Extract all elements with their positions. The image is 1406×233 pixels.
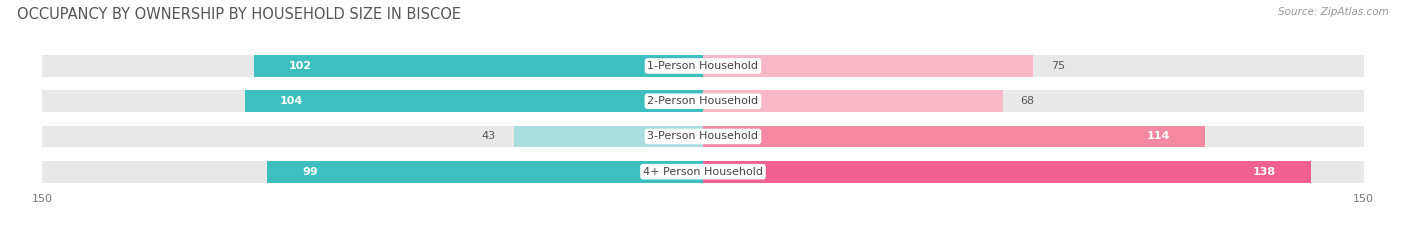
Bar — [703, 55, 1364, 77]
Text: 114: 114 — [1147, 131, 1170, 141]
Text: 138: 138 — [1253, 167, 1275, 177]
Bar — [42, 161, 703, 183]
Bar — [703, 126, 1364, 147]
Bar — [513, 126, 703, 147]
Text: 2-Person Household: 2-Person Household — [647, 96, 759, 106]
Text: Source: ZipAtlas.com: Source: ZipAtlas.com — [1278, 7, 1389, 17]
Bar — [703, 161, 1364, 183]
Bar — [703, 126, 1205, 147]
Bar — [42, 126, 703, 147]
Bar — [42, 55, 703, 77]
Text: OCCUPANCY BY OWNERSHIP BY HOUSEHOLD SIZE IN BISCOE: OCCUPANCY BY OWNERSHIP BY HOUSEHOLD SIZE… — [17, 7, 461, 22]
Text: 75: 75 — [1052, 61, 1066, 71]
Bar — [703, 161, 1310, 183]
Text: 4+ Person Household: 4+ Person Household — [643, 167, 763, 177]
Bar — [703, 90, 1364, 112]
Text: 68: 68 — [1021, 96, 1035, 106]
Text: 99: 99 — [302, 167, 318, 177]
Bar — [703, 90, 1002, 112]
Text: 104: 104 — [280, 96, 304, 106]
Bar — [253, 55, 703, 77]
Text: 43: 43 — [482, 131, 496, 141]
Text: 1-Person Household: 1-Person Household — [648, 61, 758, 71]
Bar — [245, 90, 703, 112]
Bar — [267, 161, 703, 183]
Bar — [703, 55, 1033, 77]
Text: 102: 102 — [288, 61, 312, 71]
Text: 3-Person Household: 3-Person Household — [648, 131, 758, 141]
Bar — [42, 90, 703, 112]
